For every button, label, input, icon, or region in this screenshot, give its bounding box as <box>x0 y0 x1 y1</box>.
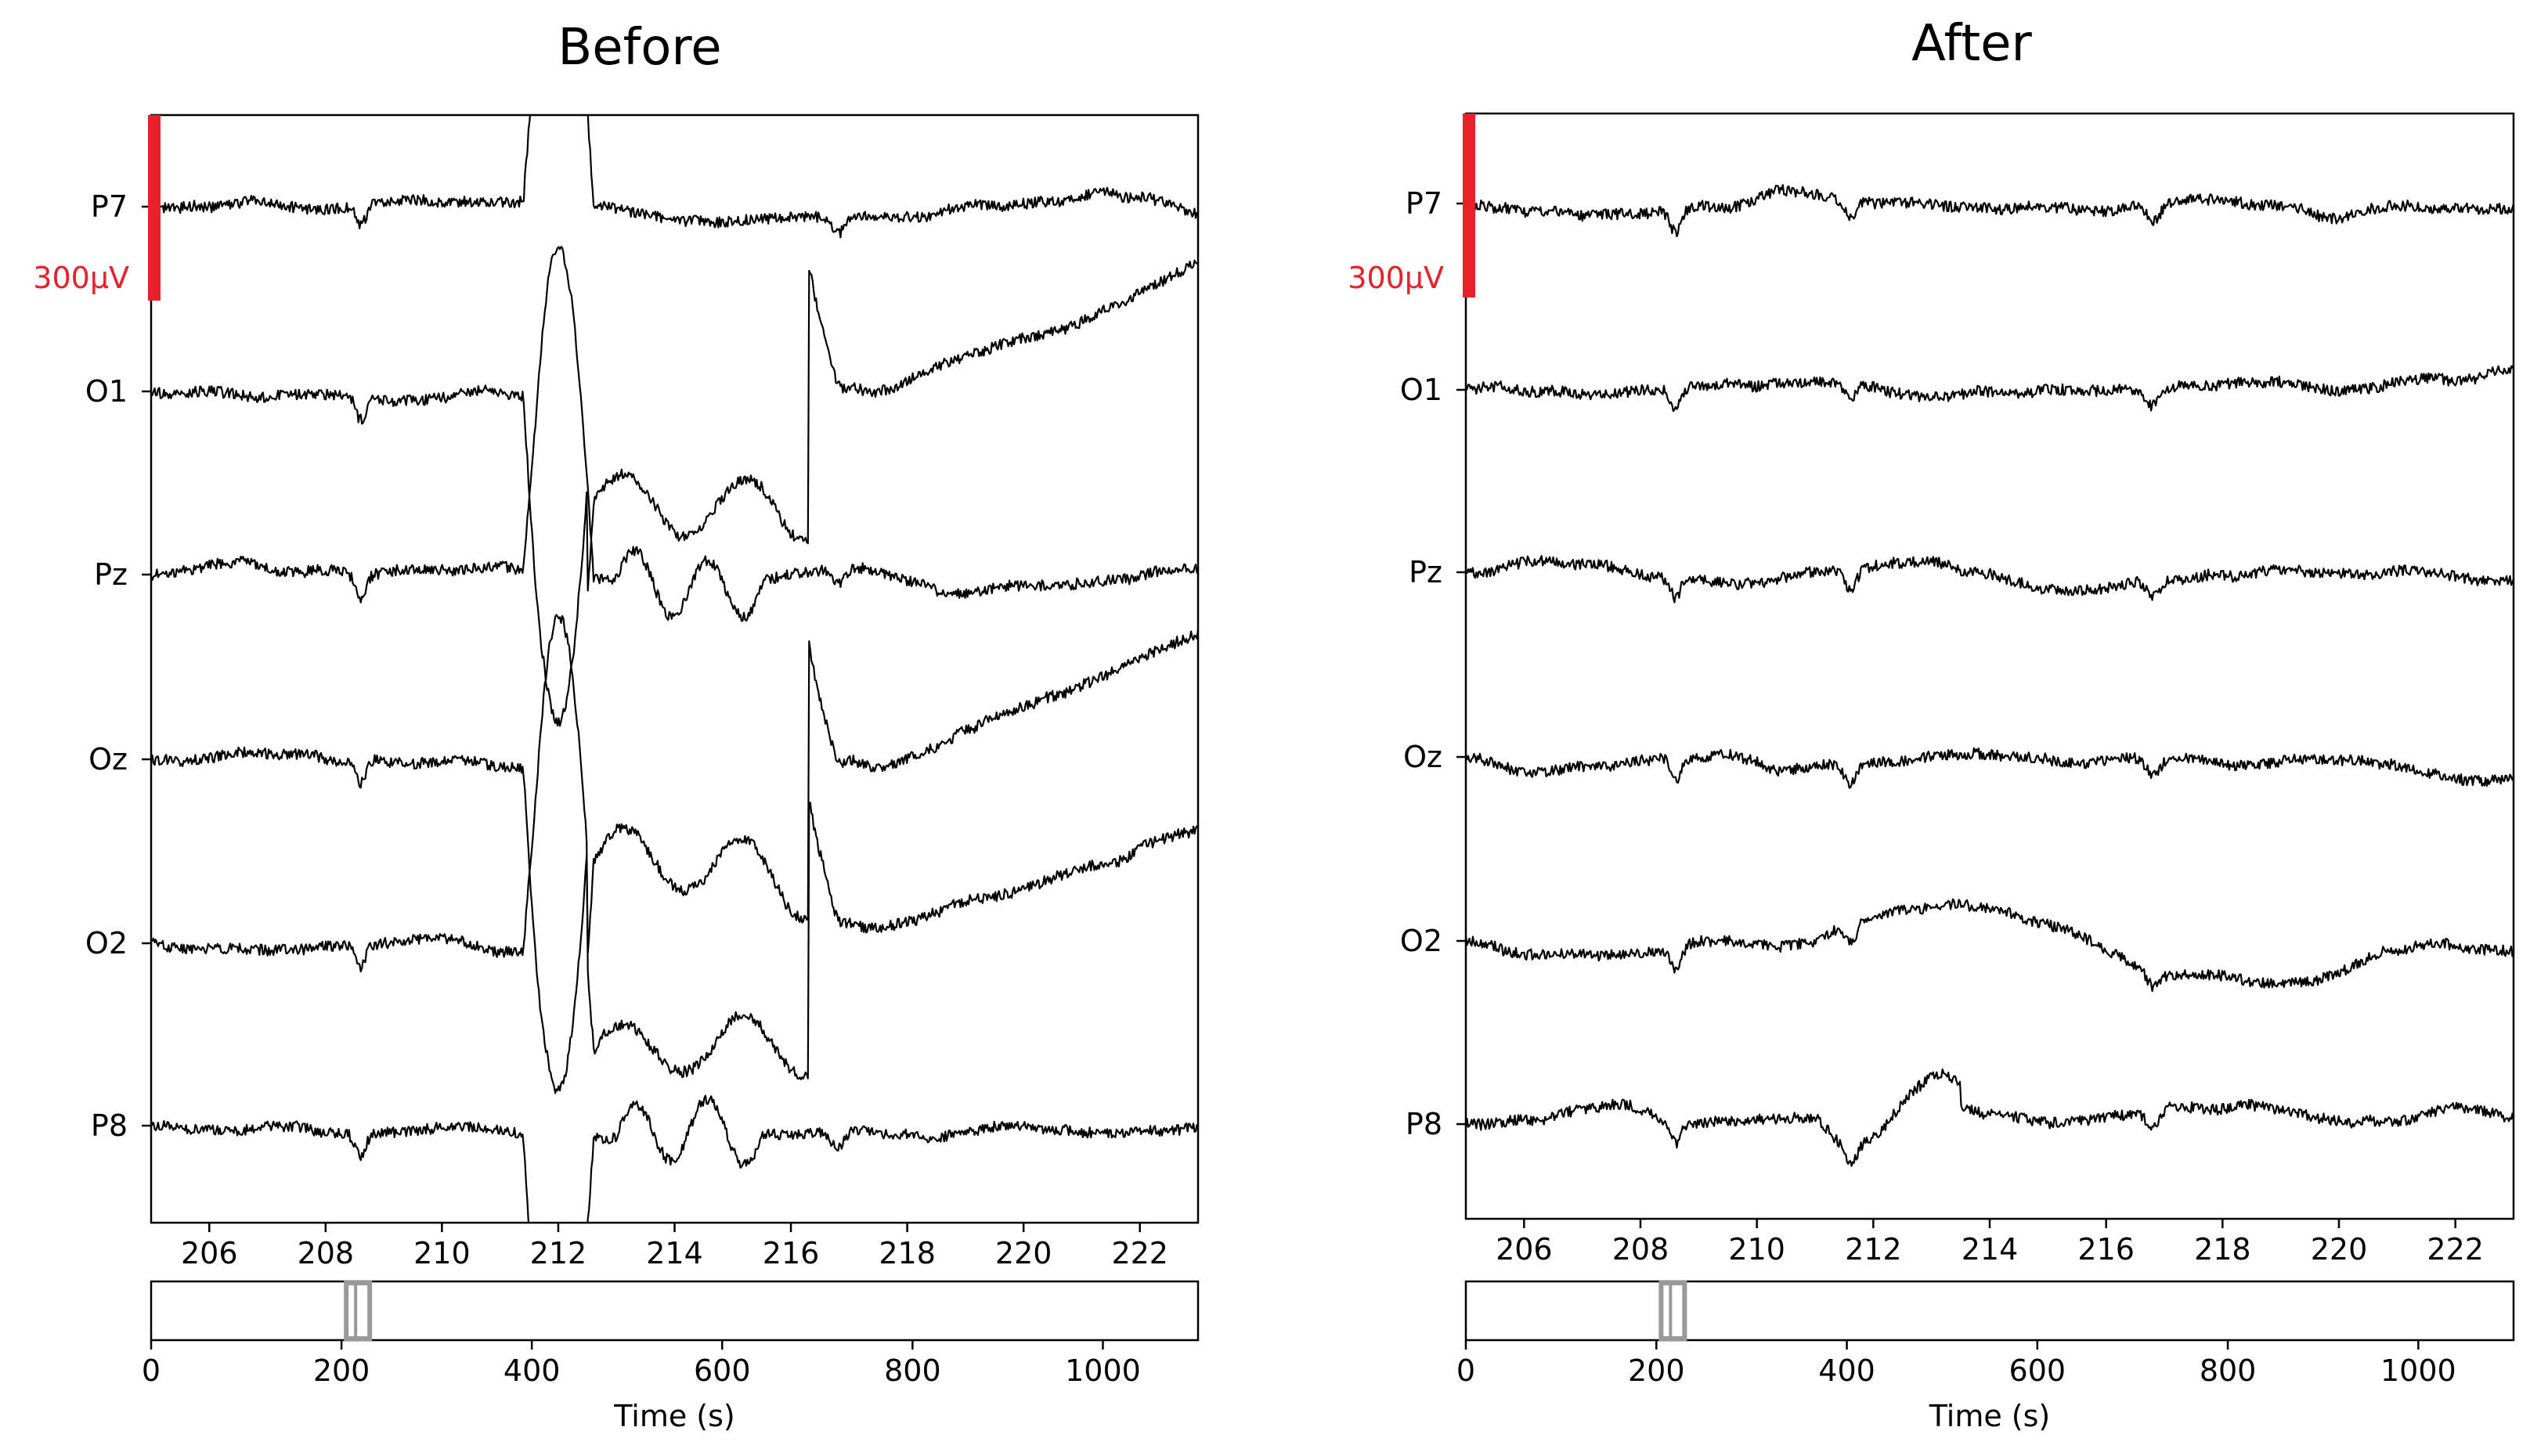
overview-tick-label: 600 <box>694 1353 751 1388</box>
panel-title: After <box>1911 15 2032 73</box>
eeg-trace-p8 <box>151 1094 1198 1223</box>
eeg-trace-o2 <box>151 614 1198 1080</box>
plot-frame <box>150 114 1200 1224</box>
channel-label-p8: P8 <box>1406 1107 1442 1141</box>
x-tick-label: 218 <box>879 1236 936 1270</box>
x-tick-label: 210 <box>1728 1232 1785 1267</box>
trace-group <box>1466 184 2514 1167</box>
overview-window-marker <box>1658 1281 1687 1341</box>
overview-tick-label: 400 <box>1818 1353 1875 1388</box>
x-tick-label: 222 <box>2427 1232 2484 1267</box>
overview-window-marker <box>344 1281 373 1341</box>
overview-tick-label: 0 <box>1456 1353 1475 1388</box>
channel-label-o1: O1 <box>1400 373 1442 407</box>
channel-label-pz: Pz <box>94 557 128 592</box>
eeg-trace-p7 <box>1466 184 2514 238</box>
x-tick-label: 214 <box>1962 1232 2019 1267</box>
x-tick-label: 210 <box>413 1236 471 1270</box>
x-axis-label: Time (s) <box>613 1399 735 1433</box>
overview-tick-label: 800 <box>884 1353 941 1388</box>
x-tick-label: 214 <box>646 1236 703 1270</box>
eeg-trace-oz <box>1466 747 2514 789</box>
overview-tick-label: 200 <box>313 1353 370 1388</box>
eeg-trace-pz <box>151 246 1198 622</box>
eeg-trace-p8 <box>1466 1068 2514 1167</box>
overview-tick-label: 0 <box>142 1353 161 1388</box>
channel-label-o2: O2 <box>1400 924 1442 958</box>
eeg-trace-pz <box>1466 554 2514 604</box>
x-tick-label: 208 <box>1612 1232 1669 1267</box>
eeg-trace-o1 <box>151 259 1198 727</box>
panel-after: After P7 O1 Pz Oz O2 P8 300µV 206 208 210 212 214 216… <box>1348 15 2515 1433</box>
channel-label-oz: Oz <box>88 742 128 777</box>
plot-frame <box>1464 112 2515 1220</box>
x-tick-label: 220 <box>995 1236 1052 1270</box>
channel-label-p7: P7 <box>91 189 128 224</box>
overview-frame <box>1464 1280 2515 1342</box>
x-tick-label: 222 <box>1111 1236 1168 1270</box>
eeg-trace-oz <box>151 629 1198 1094</box>
x-tick-label: 206 <box>1496 1232 1553 1267</box>
channel-label-oz: Oz <box>1403 740 1442 774</box>
scale-bar-label: 300µV <box>1348 261 1444 295</box>
overview-tick-label: 400 <box>503 1353 561 1388</box>
x-tick-label: 212 <box>1845 1232 1902 1267</box>
x-tick-label: 218 <box>2194 1232 2251 1267</box>
scale-bar-label: 300µV <box>33 261 129 295</box>
overview-frame <box>150 1280 1200 1342</box>
channel-label-o1: O1 <box>85 374 128 409</box>
eeg-trace-p7 <box>151 115 1198 239</box>
channel-label-p7: P7 <box>1406 186 1442 221</box>
overview-tick-label: 600 <box>2009 1353 2066 1388</box>
overview-tick-label: 800 <box>2200 1353 2257 1388</box>
panel-title: Before <box>558 19 721 77</box>
overview-tick-label: 1000 <box>2380 1353 2456 1388</box>
overview-tick-label: 200 <box>1628 1353 1685 1388</box>
channel-label-pz: Pz <box>1409 555 1442 589</box>
x-tick-label: 206 <box>181 1236 238 1270</box>
eeg-trace-o1 <box>1466 364 2514 413</box>
x-tick-label: 208 <box>298 1236 355 1270</box>
x-tick-label: 220 <box>2311 1232 2368 1267</box>
channel-label-o2: O2 <box>85 926 128 960</box>
trace-group <box>151 115 1198 1223</box>
channel-label-p8: P8 <box>91 1108 128 1143</box>
x-tick-label: 216 <box>763 1236 820 1270</box>
overview-tick-label: 1000 <box>1065 1353 1141 1388</box>
eeg-trace-o2 <box>1466 898 2514 993</box>
x-axis-label: Time (s) <box>1929 1399 2051 1433</box>
panel-before: Before P7 O1 Pz Oz O2 P8 300µV 206 208 210 212 214 21… <box>33 19 1200 1433</box>
x-tick-label: 212 <box>530 1236 587 1270</box>
x-tick-label: 216 <box>2077 1232 2135 1267</box>
